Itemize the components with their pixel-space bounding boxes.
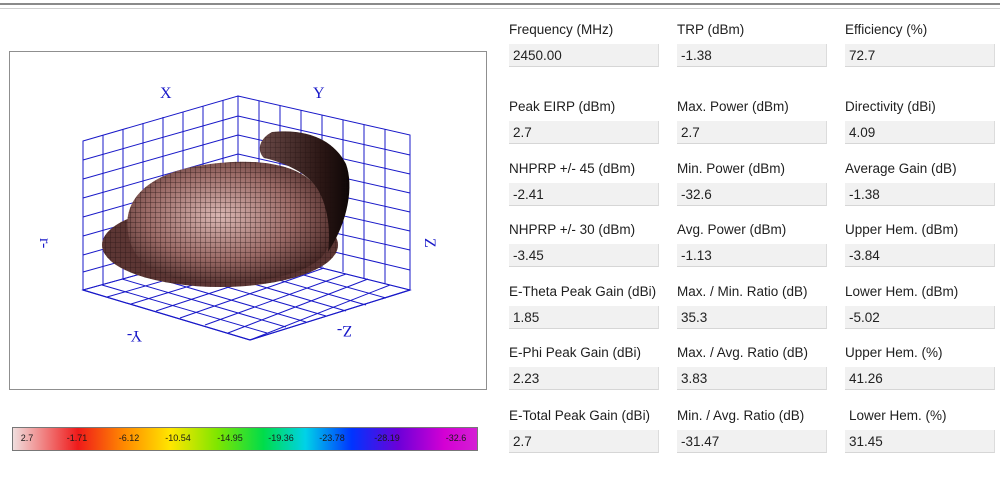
field-label: Frequency (MHz)	[509, 22, 614, 37]
axis-label-y: Y	[313, 85, 325, 102]
field-value[interactable]: 2.7	[677, 121, 827, 144]
field-value[interactable]: -3.84	[845, 244, 995, 267]
field-label: Lower Hem. (dBm)	[845, 284, 959, 299]
axis-label-neg-x: r-	[36, 238, 53, 248]
field-value[interactable]: -5.02	[845, 306, 995, 329]
radiation-pattern-surface	[102, 131, 350, 287]
field-value[interactable]: -3.45	[509, 244, 659, 267]
radiation-pattern-plot[interactable]: X Y Z r- Y- Z-	[9, 51, 487, 390]
field-value[interactable]: 2.23	[509, 367, 659, 390]
field-value[interactable]: 72.7	[845, 44, 995, 67]
field-value[interactable]: 35.3	[677, 306, 827, 329]
field-label: Min. / Avg. Ratio (dB)	[677, 408, 805, 423]
field-label: NHPRP +/- 45 (dBm)	[509, 161, 636, 176]
field-label: Min. Power (dBm)	[677, 161, 786, 176]
plot-canvas: X Y Z r- Y- Z-	[36, 85, 438, 344]
field-label: Lower Hem. (%)	[849, 408, 947, 423]
field-label: TRP (dBm)	[677, 22, 745, 37]
field-value[interactable]: 1.85	[509, 306, 659, 329]
field-label: Efficiency (%)	[845, 22, 928, 37]
field-value[interactable]: 2450.00	[509, 44, 659, 67]
field-label: Directivity (dBi)	[845, 99, 936, 114]
field-value[interactable]: -2.41	[509, 183, 659, 206]
colorbar-tick: -32.6	[445, 433, 467, 443]
field-value[interactable]: 2.7	[509, 121, 659, 144]
colorbar-tick: -23.78	[319, 433, 345, 443]
axis-label-x: X	[160, 85, 172, 102]
colorbar-tick: 2.7	[20, 433, 34, 443]
axis-label-neg-z: Z-	[337, 322, 352, 339]
field-label: Max. / Avg. Ratio (dB)	[677, 345, 809, 360]
field-label: Upper Hem. (dBm)	[845, 222, 959, 237]
field-label: NHPRP +/- 30 (dBm)	[509, 222, 636, 237]
field-label: E-Theta Peak Gain (dBi)	[509, 284, 657, 299]
field-value[interactable]: 3.83	[677, 367, 827, 390]
field-value[interactable]: -32.6	[677, 183, 827, 206]
colorbar-tick: -10.54	[165, 433, 191, 443]
field-label: E-Phi Peak Gain (dBi)	[509, 345, 642, 360]
colorbar-tick: -19.36	[268, 433, 294, 443]
top-divider	[0, 3, 1000, 9]
field-label: Upper Hem. (%)	[845, 345, 943, 360]
field-value[interactable]: -31.47	[677, 430, 827, 453]
field-label: Average Gain (dB)	[845, 161, 957, 176]
field-value[interactable]: 31.45	[845, 430, 995, 453]
colorbar-tick: -1.71	[66, 433, 88, 443]
field-value[interactable]: -1.13	[677, 244, 827, 267]
field-label: Peak EIRP (dBm)	[509, 99, 616, 114]
colorbar-tick: -28.19	[374, 433, 400, 443]
field-value[interactable]: 2.7	[509, 430, 659, 453]
colorbar-tick: -14.95	[217, 433, 243, 443]
field-label: Avg. Power (dBm)	[677, 222, 787, 237]
field-label: Max. / Min. Ratio (dB)	[677, 284, 808, 299]
field-label: Max. Power (dBm)	[677, 99, 789, 114]
field-value[interactable]: 4.09	[845, 121, 995, 144]
axis-label-z: Z	[421, 238, 438, 248]
axis-label-neg-y: Y-	[127, 327, 142, 344]
field-label: E-Total Peak Gain (dBi)	[509, 408, 651, 423]
field-value[interactable]: -1.38	[845, 183, 995, 206]
color-scale-bar: 2.7 -1.71 -6.12 -10.54 -14.95 -19.36 -23…	[12, 427, 478, 451]
field-value[interactable]: 41.26	[845, 367, 995, 390]
field-value[interactable]: -1.38	[677, 44, 827, 67]
colorbar-tick: -6.12	[118, 433, 140, 443]
